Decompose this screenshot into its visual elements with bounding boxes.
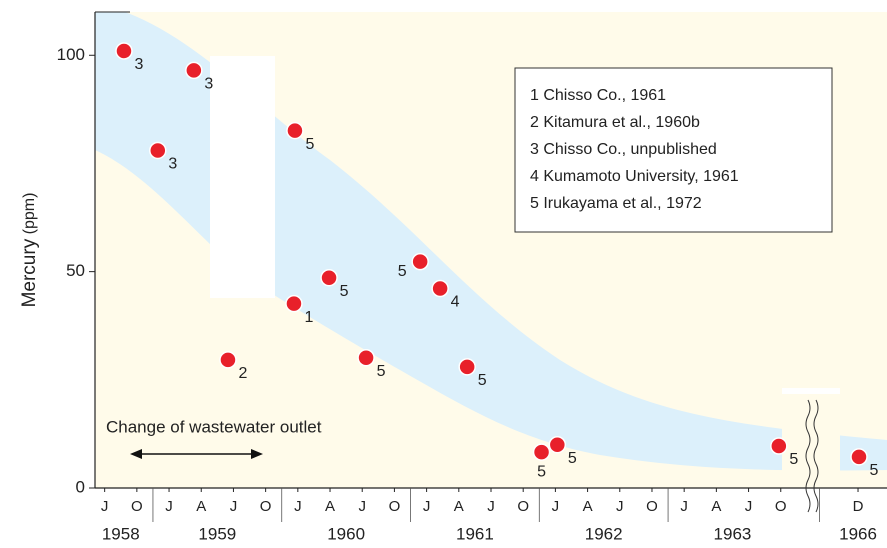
point-label: 1 <box>305 309 314 326</box>
point-label: 2 <box>239 365 248 382</box>
year-label: 1960 <box>327 524 365 543</box>
x-tick-label: J <box>101 498 109 515</box>
x-tick-label: O <box>775 498 787 515</box>
year-label: 1963 <box>714 524 752 543</box>
point-label: 5 <box>537 463 546 480</box>
x-tick-label: O <box>517 498 529 515</box>
legend-item: 2 Kitamura et al., 1960b <box>530 114 700 131</box>
x-tick-label: A <box>711 498 721 515</box>
point-label: 5 <box>789 451 798 468</box>
data-point <box>458 358 476 376</box>
year-label: 1961 <box>456 524 494 543</box>
break-gap <box>782 388 840 488</box>
x-tick-label: J <box>230 498 238 515</box>
x-tick-label: J <box>680 498 688 515</box>
y-tick-label: 100 <box>57 45 85 64</box>
data-point <box>411 252 429 271</box>
x-tick-label: J <box>552 498 560 515</box>
data-point <box>357 348 375 367</box>
x-tick-label: A <box>454 498 464 515</box>
axis-break <box>805 399 819 513</box>
gap-rect <box>210 56 275 298</box>
x-tick-label: J <box>423 498 431 515</box>
data-point <box>185 61 203 80</box>
x-tick-label: J <box>165 498 173 515</box>
x-tick-label: D <box>853 498 864 515</box>
data-point <box>431 279 449 298</box>
annotation: Change of wastewater outlet <box>106 417 322 436</box>
year-label: 1966 <box>839 524 877 543</box>
legend-item: 5 Irukayama et al., 1972 <box>530 195 702 212</box>
x-tick-label: J <box>745 498 753 515</box>
data-point <box>548 435 567 454</box>
data-point <box>320 268 338 287</box>
point-label: 5 <box>398 263 407 280</box>
data-point <box>850 448 868 466</box>
point-label: 5 <box>870 462 879 479</box>
legend-item: 4 Kumamoto University, 1961 <box>530 168 739 185</box>
year-label: 1959 <box>198 524 236 543</box>
break-gap-top <box>782 388 840 394</box>
x-tick-label: O <box>646 498 658 515</box>
x-tick-label: O <box>389 498 401 515</box>
x-tick-label: A <box>325 498 335 515</box>
point-label: 5 <box>305 136 314 153</box>
data-point <box>149 141 167 160</box>
point-label: 5 <box>568 450 577 467</box>
point-label: 5 <box>340 283 349 300</box>
point-label: 3 <box>135 56 144 73</box>
year-label: 1962 <box>585 524 623 543</box>
x-tick-label: J <box>616 498 624 515</box>
data-point <box>286 121 304 140</box>
annotation-arrow <box>130 449 263 459</box>
y-unit: (ppm) <box>21 193 38 235</box>
data-point <box>219 351 237 369</box>
legend-item: 1 Chisso Co., 1961 <box>530 87 666 104</box>
data-point <box>115 42 133 60</box>
x-tick-label: J <box>294 498 302 515</box>
year-label: 1958 <box>102 524 140 543</box>
data-point <box>285 294 303 313</box>
legend-box <box>514 67 833 233</box>
y-label: Mercury <box>19 238 40 307</box>
x-tick-label: J <box>358 498 366 515</box>
data-point <box>770 437 788 455</box>
point-label: 5 <box>478 372 487 389</box>
point-label: 3 <box>204 76 213 93</box>
y-tick-label: 50 <box>66 261 85 280</box>
x-tick-label: A <box>196 498 206 515</box>
point-label: 3 <box>168 156 177 173</box>
point-label: 5 <box>377 363 386 380</box>
point-label: 4 <box>451 294 460 311</box>
y-axis-label: Mercury (ppm) <box>19 193 40 308</box>
x-tick-label: O <box>131 498 143 515</box>
x-tick-label: O <box>260 498 272 515</box>
x-tick-label: A <box>583 498 593 515</box>
y-tick-label: 0 <box>76 477 85 496</box>
data-point <box>532 443 551 461</box>
x-tick-label: J <box>487 498 495 515</box>
legend-item: 3 Chisso Co., unpublished <box>530 141 717 158</box>
